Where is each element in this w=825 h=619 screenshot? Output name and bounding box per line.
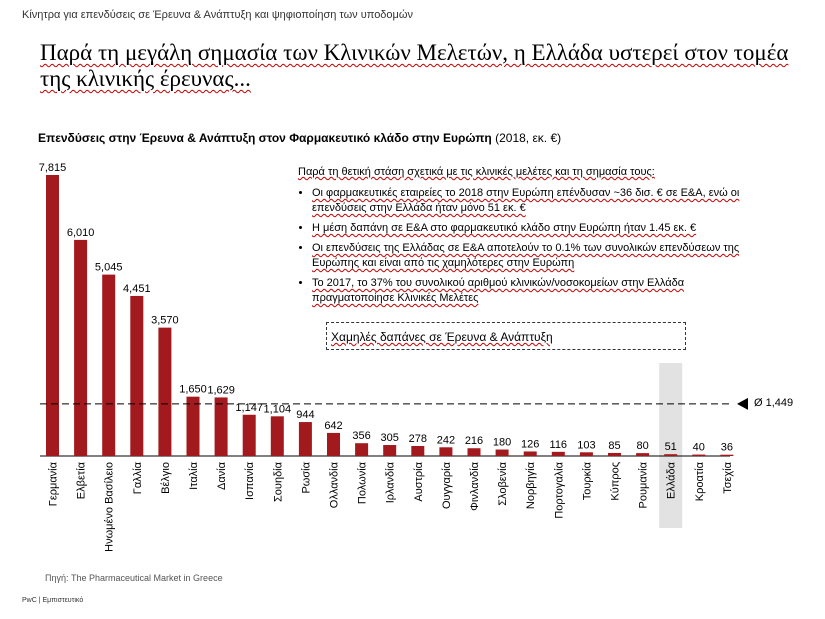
bar — [551, 451, 565, 456]
chart-title-main: Επενδύσεις στην Έρευνα & Ανάπτυξη στον Φ… — [38, 131, 492, 145]
bar — [411, 446, 425, 456]
callout-box: Χαμηλές δαπάνες σε Έρευνα & Ανάπτυξη — [326, 322, 686, 350]
category-label: Πορτογαλία — [553, 461, 565, 518]
bar — [439, 447, 453, 456]
bar — [355, 443, 369, 456]
bar-value-label: 944 — [296, 409, 314, 421]
highlight-band — [659, 363, 683, 528]
bar — [298, 422, 312, 456]
source-note: Πηγή: The Pharmaceutical Market in Greec… — [45, 573, 223, 583]
chart-title: Επενδύσεις στην Έρευνα & Ανάπτυξη στον Φ… — [38, 131, 561, 145]
bar — [608, 452, 621, 456]
category-label: Κροατία — [694, 461, 706, 501]
category-label: Γαλλία — [132, 461, 144, 494]
bar — [186, 396, 200, 456]
bar-value-label: 1,650 — [179, 384, 207, 396]
bar — [130, 295, 144, 456]
category-label: Ρουμανία — [638, 461, 650, 508]
average-label: Ø 1,449 — [754, 396, 794, 409]
info-bullet: Οι επενδύσεις της Ελλάδας σε Ε&Α αποτελο… — [312, 241, 768, 271]
info-heading: Παρά τη θετική στάση σχετικά με τις κλιν… — [298, 166, 655, 178]
category-label: Ηνωμένο Βασίλειο — [104, 462, 116, 552]
bar-value-label: 278 — [409, 433, 427, 445]
info-panel: Παρά τη θετική στάση σχετικά με τις κλιν… — [298, 165, 768, 311]
bar-value-label: 305 — [381, 432, 399, 444]
bar — [664, 454, 678, 456]
bar-value-label: 80 — [636, 440, 648, 452]
bar-value-label: 642 — [324, 420, 342, 432]
bar-value-label: 7,815 — [39, 162, 67, 174]
bar — [74, 239, 88, 456]
category-label: Σουηδία — [272, 461, 284, 502]
category-label: Πολωνία — [357, 461, 369, 504]
bar-value-label: 51 — [665, 441, 677, 453]
bar-value-label: 356 — [352, 430, 370, 442]
bar-value-label: 40 — [693, 442, 705, 454]
category-label: Ελβετία — [76, 461, 88, 499]
bar-value-label: 1,147 — [235, 402, 263, 414]
category-label: Βέλγιο — [160, 462, 172, 494]
category-label: Ολλανδία — [329, 461, 341, 508]
bar-value-label: 85 — [608, 440, 620, 452]
bar — [46, 175, 59, 456]
info-bullet: Οι φαρμακευτικές εταιρείες το 2018 στην … — [312, 186, 768, 216]
bar — [495, 449, 509, 456]
bar-value-label: 242 — [437, 434, 455, 446]
category-label: Ουγγαρία — [441, 461, 453, 509]
category-label: Κύπρος — [610, 462, 622, 501]
category-label: Τουρκία — [581, 461, 593, 500]
bar — [214, 397, 228, 456]
bar-value-label: 116 — [550, 439, 568, 451]
info-bullet: Το 2017, το 37% του συνολικού αριθμού κλ… — [312, 276, 768, 306]
category-label: Τσεχία — [722, 461, 734, 493]
bar — [636, 453, 650, 456]
category-label: Ισπανία — [244, 461, 256, 500]
category-label: Ιρλανδία — [385, 461, 397, 503]
bar-value-label: 180 — [493, 437, 511, 449]
bar — [692, 454, 706, 456]
slide-headline: Παρά τη μεγάλη σημασία των Κλινικών Μελε… — [40, 40, 800, 92]
bar — [158, 327, 172, 456]
category-label: Δανία — [216, 461, 228, 490]
bar-value-label: 4,451 — [123, 283, 151, 295]
slide-headline-text: Παρά τη μεγάλη σημασία των Κλινικών Μελε… — [40, 40, 789, 91]
bar-value-label: 5,045 — [95, 262, 123, 274]
category-label: Αυστρία — [413, 461, 425, 501]
bar-value-label: 216 — [465, 435, 483, 447]
category-label: Νορβηγία — [525, 461, 537, 509]
bar-value-label: 103 — [577, 439, 595, 451]
bar-value-label: 6,010 — [67, 227, 95, 239]
bar-value-label: 36 — [721, 442, 733, 454]
deck-section-title: Κίνητρα για επενδύσεις σε Έρευνα & Ανάπτ… — [22, 9, 413, 21]
category-label: Ρωσία — [300, 461, 312, 493]
bar — [579, 452, 593, 456]
category-label: Γερμανία — [48, 461, 60, 506]
info-bullet: Η μέση δαπάνη σε Ε&Α στο φαρμακευτικό κλ… — [312, 221, 768, 236]
bar-value-label: 1,629 — [207, 384, 235, 396]
bar-value-label: 3,570 — [151, 315, 179, 327]
bar — [383, 445, 397, 456]
bar — [720, 454, 734, 456]
bar-value-label: 1,104 — [264, 403, 292, 415]
category-label: Σλοβενία — [497, 461, 509, 505]
average-marker-icon — [737, 397, 748, 410]
bar — [467, 448, 481, 456]
info-bullet-list: Οι φαρμακευτικές εταιρείες το 2018 στην … — [298, 186, 768, 306]
bar-value-label: 126 — [521, 438, 539, 450]
footer-note: PwC | Εμπιστευτικό — [22, 597, 84, 604]
category-label: Φινλανδία — [469, 461, 481, 510]
bar — [327, 432, 340, 456]
bar — [242, 414, 256, 456]
callout-text: Χαμηλές δαπάνες σε Έρευνα & Ανάπτυξη — [331, 330, 553, 344]
bar — [523, 451, 537, 456]
bar — [270, 416, 284, 456]
category-label: Ελλάδα — [666, 461, 678, 499]
chart-title-note: (2018, εκ. €) — [495, 131, 562, 145]
bar — [102, 274, 116, 456]
category-label: Ιταλία — [188, 461, 200, 490]
